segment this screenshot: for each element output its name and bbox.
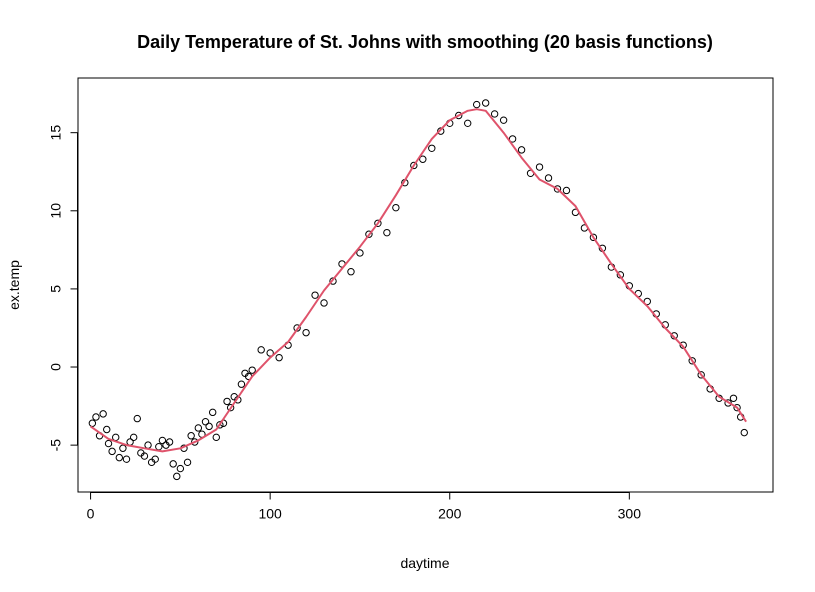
data-point [517, 146, 526, 154]
data-points [88, 99, 748, 481]
x-axis-label: daytime [400, 555, 449, 571]
data-point [144, 441, 152, 449]
data-point [329, 277, 337, 285]
data-point [176, 464, 185, 473]
data-point [216, 421, 224, 429]
data-point [383, 228, 391, 237]
chart-title: Daily Temperature of St. Johns with smoo… [137, 32, 713, 52]
data-point [248, 366, 256, 374]
data-point [562, 186, 571, 195]
data-point [257, 346, 265, 354]
data-point [481, 99, 490, 107]
y-axis: -5 0 5 10 15 [48, 125, 78, 452]
data-point [437, 127, 445, 135]
data-point [205, 422, 213, 431]
data-point [455, 111, 463, 120]
data-point [155, 442, 163, 451]
data-point [508, 135, 517, 143]
data-point [643, 297, 651, 306]
x-tick-label: 0 [87, 506, 95, 522]
data-point [158, 436, 167, 445]
data-point [589, 233, 598, 242]
x-tick-label: 300 [618, 506, 642, 522]
data-point [302, 328, 310, 337]
data-point [119, 444, 127, 452]
data-point [365, 230, 373, 238]
x-axis: 0 100 200 300 [87, 492, 642, 522]
data-point [208, 408, 217, 417]
data-point [129, 433, 138, 442]
data-point [392, 203, 400, 212]
y-tick-label: 0 [48, 363, 64, 371]
data-point [697, 371, 705, 379]
data-point [499, 116, 508, 124]
data-point [428, 144, 436, 153]
x-tick-label: 200 [438, 506, 462, 522]
data-point [108, 447, 116, 456]
data-point [226, 403, 235, 412]
data-point [201, 417, 210, 426]
data-point [490, 110, 499, 118]
data-point [374, 219, 382, 227]
data-point [133, 414, 141, 423]
x-tick-label: 100 [258, 506, 282, 522]
smoothing-curve [90, 108, 747, 453]
data-point [104, 439, 113, 448]
data-point [347, 268, 355, 276]
data-point [740, 428, 748, 437]
data-point [729, 394, 738, 402]
data-point [320, 299, 328, 307]
data-point [212, 433, 220, 442]
data-point [237, 380, 246, 388]
data-point [275, 353, 283, 362]
data-point [544, 174, 553, 182]
y-tick-label: 15 [48, 125, 64, 141]
y-axis-label: ex.temp [6, 260, 22, 310]
data-point [266, 349, 274, 357]
data-point [122, 455, 131, 463]
smoothing-curve-group [90, 108, 747, 453]
data-point [733, 403, 741, 412]
data-point [535, 163, 544, 171]
data-point [670, 332, 678, 340]
y-tick-label: 5 [48, 285, 64, 293]
data-point [115, 453, 124, 462]
data-point [410, 161, 418, 170]
data-point [92, 413, 100, 421]
data-point [356, 249, 364, 257]
plot-frame [77, 77, 774, 493]
data-point [99, 410, 107, 418]
data-point [151, 455, 159, 463]
data-point [187, 432, 195, 440]
data-point [311, 291, 319, 299]
data-point [88, 419, 97, 427]
data-point [165, 438, 174, 446]
data-point [169, 460, 177, 468]
data-point [173, 472, 181, 481]
data-point [140, 452, 149, 460]
data-point [223, 397, 231, 406]
data-point [688, 357, 696, 365]
data-point [183, 458, 192, 467]
data-point [103, 425, 111, 434]
data-point [472, 100, 481, 109]
data-point [194, 424, 203, 432]
y-tick-label: -5 [48, 439, 64, 452]
data-point [464, 119, 472, 128]
y-tick-label: 10 [48, 203, 64, 219]
data-point [419, 155, 427, 163]
data-point [553, 185, 562, 193]
data-point [191, 438, 199, 446]
